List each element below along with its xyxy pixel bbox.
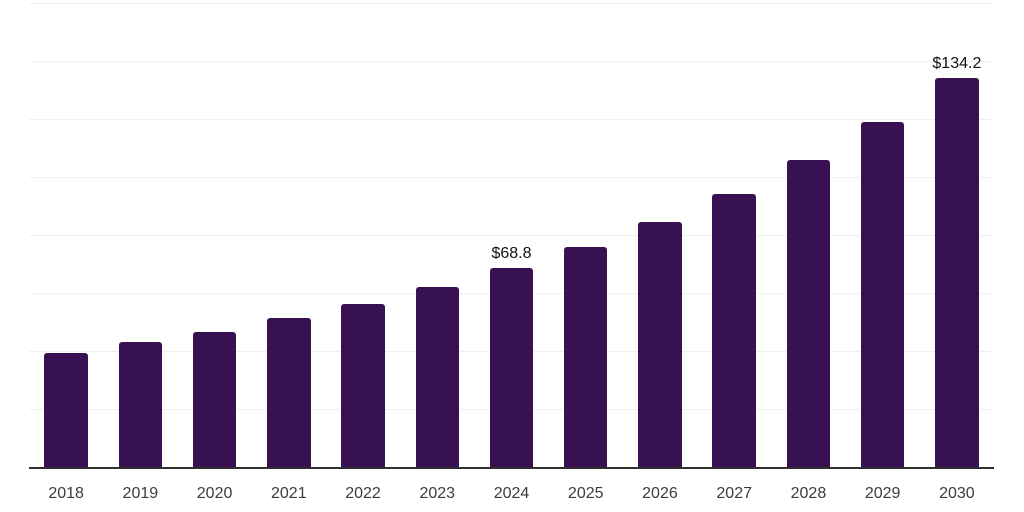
x-axis-line xyxy=(29,467,994,469)
gridline xyxy=(29,2,994,4)
x-tick-label-2020: 2020 xyxy=(196,485,233,502)
gridline xyxy=(29,235,994,236)
x-tick-label-2025: 2025 xyxy=(567,485,604,502)
bar-2025 xyxy=(563,247,608,468)
x-tick-label-2018: 2018 xyxy=(48,485,84,502)
bar-2029 xyxy=(860,121,905,468)
bar-2028 xyxy=(786,159,831,468)
bar-2019 xyxy=(118,342,163,468)
gridline xyxy=(29,60,994,62)
x-tick-label-2030: 2030 xyxy=(939,485,975,502)
bar-2026 xyxy=(638,221,682,468)
bar-2023 xyxy=(415,287,460,468)
x-tick-label-2019: 2019 xyxy=(122,485,159,502)
x-tick-label-2021: 2021 xyxy=(271,485,307,502)
x-tick-label-2029: 2029 xyxy=(864,485,901,502)
bar-2027 xyxy=(712,193,756,468)
bar-2020 xyxy=(192,331,237,468)
bar-2022 xyxy=(341,303,385,468)
x-tick-label-2027: 2027 xyxy=(716,485,752,502)
bar-2018 xyxy=(44,352,88,468)
x-tick-label-2024: 2024 xyxy=(493,485,530,502)
bar-2021 xyxy=(267,318,311,468)
x-tick-label-2028: 2028 xyxy=(790,485,827,502)
gridline xyxy=(29,118,994,120)
bar-value-label-2024: $68.8 xyxy=(491,245,532,263)
x-tick-label-2022: 2022 xyxy=(345,485,381,502)
bar-2030 xyxy=(935,77,979,468)
bar-2024 xyxy=(489,268,534,468)
x-tick-label-2026: 2026 xyxy=(642,485,678,502)
gridline xyxy=(29,176,994,178)
x-tick-label-2023: 2023 xyxy=(419,485,456,502)
bar-value-label-2030: $134.2 xyxy=(932,54,982,72)
